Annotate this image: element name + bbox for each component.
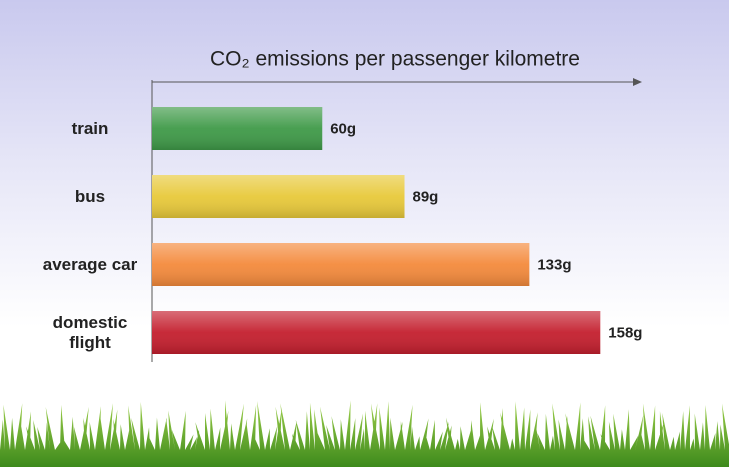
value-label: 158g <box>608 324 642 341</box>
category-label: train <box>71 118 109 138</box>
axis-arrow <box>633 78 642 86</box>
grass <box>0 400 729 467</box>
bar-shine <box>152 107 323 150</box>
bar-shine <box>152 175 405 218</box>
category-label: bus <box>74 186 106 206</box>
category-label: domestic flight <box>52 312 128 352</box>
value-label: 133g <box>537 256 571 273</box>
value-label: 60g <box>330 120 356 137</box>
value-label: 89g <box>413 188 439 205</box>
category-label: average car <box>42 254 138 274</box>
chart-title: CO₂ emissions per passenger kilometre <box>210 48 580 71</box>
bar-shine <box>152 243 530 286</box>
bar-shine <box>152 311 601 354</box>
